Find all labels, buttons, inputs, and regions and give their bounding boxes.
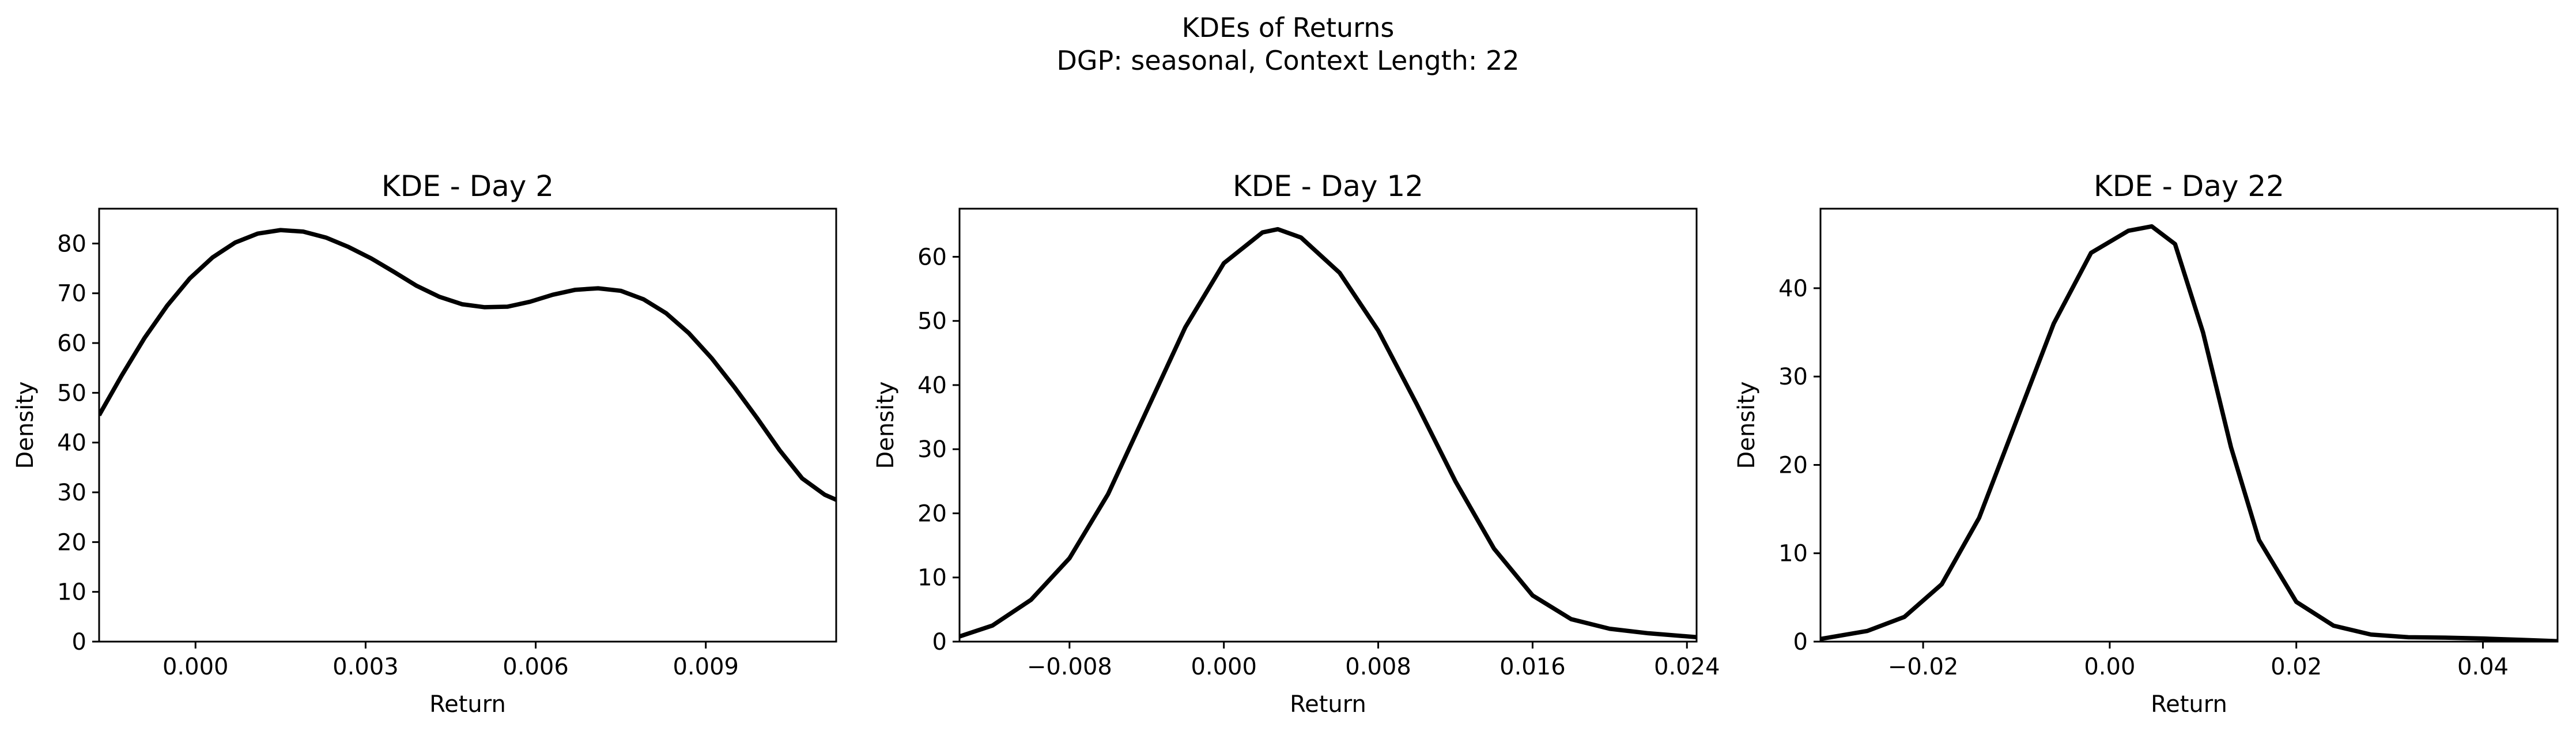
y-tick-label: 0 bbox=[72, 629, 86, 655]
y-tick-label: 40 bbox=[1778, 276, 1808, 302]
x-tick-label: 0.016 bbox=[1499, 654, 1566, 680]
y-tick-label: 40 bbox=[917, 372, 947, 399]
axes-frame bbox=[958, 208, 1698, 643]
panel-title: KDE - Day 2 bbox=[382, 169, 554, 203]
panel-title: KDE - Day 12 bbox=[1233, 169, 1423, 203]
x-tick-label: −0.008 bbox=[1027, 654, 1112, 680]
kde-panel-3: −0.02 0.00 0.02 0.04 0 10 20 30 40 KDE - Day 22 Re… bbox=[1733, 169, 2559, 718]
y-tick-label: 10 bbox=[1778, 541, 1808, 567]
x-axis-label: Return bbox=[1290, 691, 1366, 718]
x-tick-label: −0.02 bbox=[1888, 654, 1959, 680]
y-tick-label: 20 bbox=[917, 500, 947, 527]
kde-panel-2: −0.008 0.000 0.008 0.016 0.024 0 10 20 30 40 50 60 K… bbox=[872, 169, 1720, 718]
y-tick-label: 50 bbox=[57, 380, 86, 406]
y-tick-label: 0 bbox=[1793, 629, 1808, 655]
y-axis-label: Density bbox=[1733, 381, 1760, 469]
y-axis-label: Density bbox=[872, 381, 899, 469]
y-tick-label: 40 bbox=[57, 430, 86, 457]
y-tick-label: 20 bbox=[1778, 452, 1808, 478]
y-tick-label: 60 bbox=[57, 330, 86, 357]
y-tick-label: 60 bbox=[917, 244, 947, 270]
kde-curve bbox=[1820, 224, 2558, 642]
x-tick-label: 0.000 bbox=[1191, 654, 1257, 680]
suptitle-line2: DGP: seasonal, Context Length: 22 bbox=[1056, 45, 1519, 76]
y-axis-label: Density bbox=[12, 381, 39, 469]
y-tick-label: 70 bbox=[57, 281, 86, 307]
y-tick-label: 10 bbox=[917, 565, 947, 591]
y-tick-label: 80 bbox=[57, 231, 86, 257]
y-tick-label: 30 bbox=[917, 436, 947, 463]
kde-panel-1: 0.000 0.003 0.006 0.009 0 10 20 30 40 50 60 70 80 KDE… bbox=[12, 169, 837, 718]
x-axis-label: Return bbox=[2151, 691, 2227, 718]
axes-frame bbox=[98, 208, 837, 643]
x-tick-label: 0.02 bbox=[2271, 654, 2322, 680]
kde-curve bbox=[99, 228, 836, 502]
y-tick-label: 0 bbox=[932, 629, 947, 655]
axes-frame bbox=[1819, 208, 2559, 643]
x-tick-label: 0.008 bbox=[1345, 654, 1411, 680]
y-tick-label: 20 bbox=[57, 529, 86, 556]
x-tick-label: 0.00 bbox=[2084, 654, 2135, 680]
x-axis-label: Return bbox=[429, 691, 506, 718]
y-tick-label: 30 bbox=[1778, 364, 1808, 390]
x-tick-label: 0.009 bbox=[673, 654, 739, 680]
y-tick-label: 30 bbox=[57, 480, 86, 506]
kde-curve bbox=[960, 227, 1697, 639]
x-tick-label: 0.024 bbox=[1654, 654, 1720, 680]
x-tick-label: 0.006 bbox=[503, 654, 569, 680]
x-tick-label: 0.000 bbox=[163, 654, 229, 680]
y-tick-label: 10 bbox=[57, 579, 86, 606]
suptitle-line1: KDEs of Returns bbox=[1182, 12, 1395, 43]
y-tick-label: 50 bbox=[917, 308, 947, 335]
x-tick-label: 0.04 bbox=[2457, 654, 2509, 680]
x-tick-label: 0.003 bbox=[333, 654, 399, 680]
panel-title: KDE - Day 22 bbox=[2094, 169, 2284, 203]
